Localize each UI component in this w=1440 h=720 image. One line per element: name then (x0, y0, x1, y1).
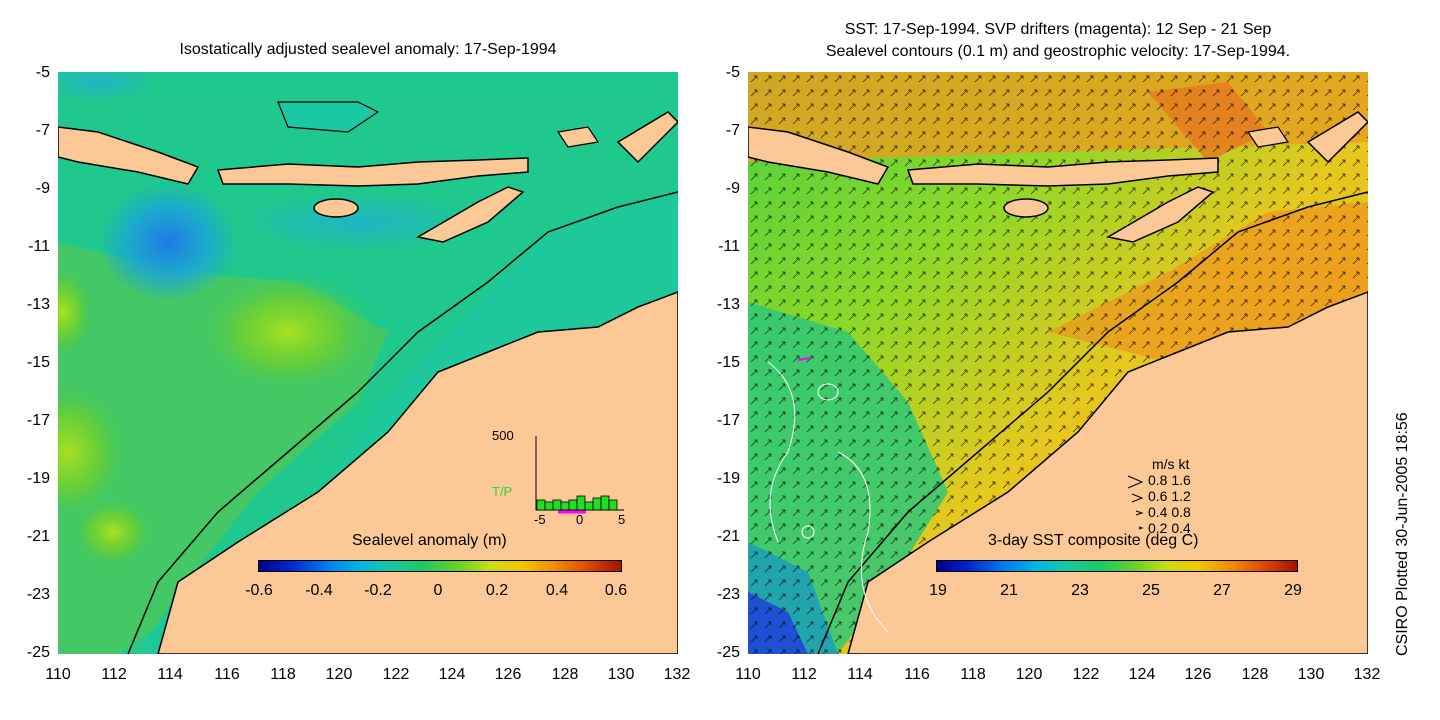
y-tick-label: -21 (716, 528, 740, 545)
sla-colorbar-title: Sealevel anomaly (m) (352, 532, 507, 549)
y-tick-label: -19 (26, 470, 50, 487)
inset-ymax-label: 500 (492, 428, 514, 443)
colorbar-label: 19 (929, 582, 947, 599)
sst-map (748, 72, 1368, 654)
inset-x-label: 5 (618, 512, 626, 527)
colorbar-label: 0.4 (545, 582, 569, 599)
colorbar-label: -0.2 (364, 582, 392, 599)
y-tick-label: -9 (725, 180, 740, 197)
sst-colorbar (936, 560, 1298, 572)
x-tick-label: 126 (1184, 666, 1212, 683)
y-tick-label: -13 (26, 296, 50, 313)
y-tick-label: -19 (716, 470, 740, 487)
x-tick-label: 122 (1072, 666, 1100, 683)
x-tick-label: 110 (45, 666, 71, 683)
y-tick-label: -11 (718, 238, 740, 255)
x-tick-label: 124 (1128, 666, 1156, 683)
y-tick-label: -25 (26, 644, 50, 661)
y-tick-label: -7 (725, 122, 740, 139)
x-tick-label: 118 (270, 666, 296, 683)
inset-x-label: 0 (576, 512, 584, 527)
y-tick-label: -15 (26, 354, 50, 371)
x-tick-label: 130 (607, 666, 635, 683)
x-tick-label: 124 (438, 666, 466, 683)
x-tick-label: 122 (382, 666, 410, 683)
velocity-legend: m/s kt 0.8 1.6 0.6 1.2 0.4 0.8 0.2 0.4 (1126, 456, 1246, 536)
velocity-legend-row: 0.2 0.4 (1148, 520, 1191, 536)
velocity-legend-header: m/s kt (1152, 456, 1190, 472)
tp-inset-histogram: 500 T/P -5 0 5 (488, 426, 638, 527)
y-tick-label: -5 (35, 64, 50, 81)
x-tick-label: 132 (1353, 666, 1381, 683)
y-tick-label: -5 (725, 64, 740, 81)
colorbar-label: 27 (1213, 582, 1231, 599)
colorbar-label: -0.4 (305, 582, 333, 599)
y-tick-label: -23 (716, 586, 740, 603)
left-panel-title: Isostatically adjusted sealevel anomaly:… (179, 41, 557, 58)
x-tick-label: 132 (663, 666, 691, 683)
x-tick-label: 114 (157, 666, 183, 683)
inset-x-label: -5 (534, 512, 546, 527)
colorbar-label: 0.2 (485, 582, 509, 599)
x-tick-label: 114 (847, 666, 873, 683)
y-tick-label: -13 (716, 296, 740, 313)
y-tick-label: -17 (26, 412, 50, 429)
y-tick-label: -17 (716, 412, 740, 429)
x-tick-label: 110 (735, 666, 761, 683)
right-panel-title-line1: SST: 17-Sep-1994. SVP drifters (magenta)… (844, 21, 1272, 38)
x-tick-label: 120 (325, 666, 353, 683)
x-tick-label: 128 (1241, 666, 1269, 683)
y-tick-label: -15 (716, 354, 740, 371)
velocity-legend-row: 0.8 1.6 (1148, 472, 1191, 488)
colorbar-label: -0.6 (245, 582, 273, 599)
velocity-legend-row: 0.6 1.2 (1148, 488, 1191, 504)
right-panel-title-line2: Sealevel contours (0.1 m) and geostrophi… (825, 43, 1291, 60)
y-tick-label: -23 (26, 586, 50, 603)
x-tick-label: 116 (214, 666, 240, 683)
x-tick-label: 112 (101, 666, 127, 683)
colorbar-label: 0 (433, 582, 443, 599)
sst-colorbar-title: 3-day SST composite (deg C) (988, 532, 1199, 549)
colorbar-label: 21 (1000, 582, 1018, 599)
y-tick-label: -9 (35, 180, 50, 197)
x-tick-label: 112 (791, 666, 817, 683)
x-tick-label: 126 (494, 666, 522, 683)
sla-colorbar (258, 560, 622, 572)
y-tick-label: -25 (716, 644, 740, 661)
colorbar-label: 29 (1284, 582, 1302, 599)
credit-label: CSIRO Plotted 30-Jun-2005 18:56 (1394, 412, 1411, 656)
y-tick-label: -11 (28, 238, 50, 255)
y-tick-label: -7 (35, 122, 50, 139)
y-tick-label: -21 (26, 528, 50, 545)
colorbar-label: 23 (1071, 582, 1089, 599)
colorbar-label: 0.6 (604, 582, 628, 599)
x-tick-label: 116 (904, 666, 930, 683)
x-tick-label: 118 (960, 666, 986, 683)
x-tick-label: 120 (1015, 666, 1043, 683)
colorbar-label: 25 (1142, 582, 1160, 599)
x-tick-label: 130 (1297, 666, 1325, 683)
x-tick-label: 128 (551, 666, 579, 683)
velocity-legend-row: 0.4 0.8 (1148, 504, 1191, 520)
inset-series-label: T/P (492, 484, 513, 499)
